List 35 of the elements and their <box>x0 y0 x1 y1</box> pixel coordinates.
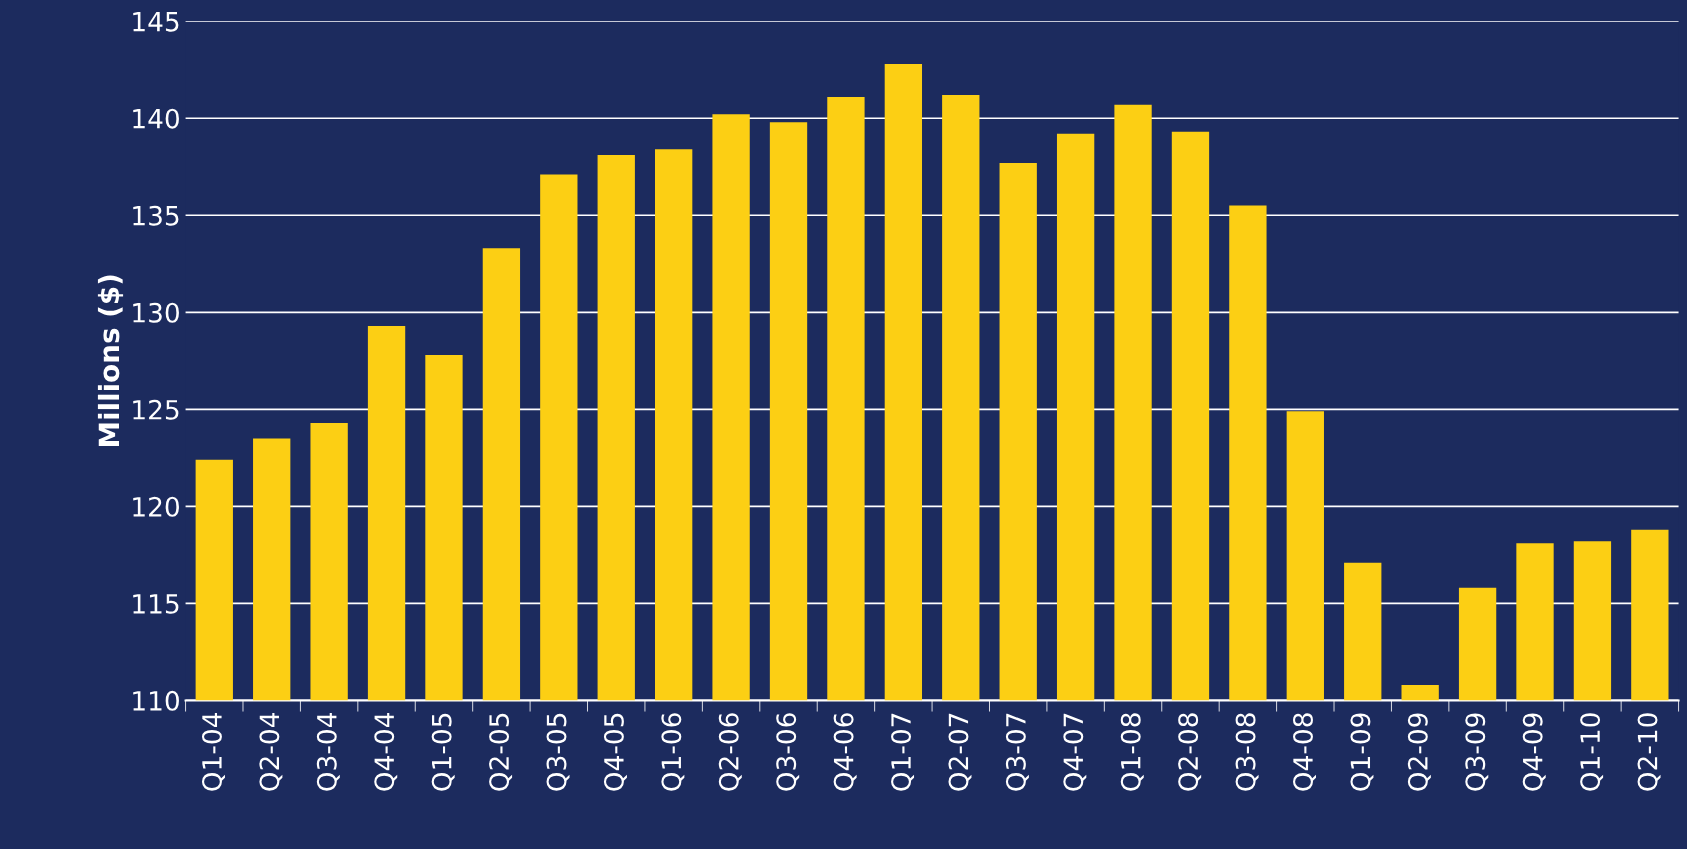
x-tick-label: Q3-07 <box>1005 713 1029 791</box>
x-tick-label: Q3-04 <box>316 713 340 791</box>
x-tick-label: Q3-08 <box>1235 713 1259 791</box>
y-tick-label: 115 <box>133 594 179 614</box>
x-tick-label: Q2-05 <box>489 713 513 791</box>
x-tick-label: Q2-08 <box>1178 713 1202 791</box>
y-tick-label: 130 <box>133 302 179 323</box>
x-tick-label: Q2-07 <box>948 713 972 791</box>
x-tick-label: Q1-09 <box>1350 713 1374 791</box>
y-tick-label: 125 <box>133 399 179 420</box>
x-tick-label: Q1-05 <box>431 713 455 791</box>
x-tick-label: Q4-05 <box>603 713 627 791</box>
x-tick-label: Q1-04 <box>201 713 225 791</box>
x-tick-label: Q1-06 <box>661 713 685 791</box>
x-tick-label: Q2-09 <box>1407 713 1431 791</box>
x-tick-label: Q4-04 <box>374 713 398 791</box>
x-tick-label: Q4-09 <box>1522 713 1546 791</box>
x-tick-label: Q2-04 <box>259 713 283 791</box>
x-tick-label: Q3-06 <box>776 713 800 791</box>
y-axis-title: Millions ($) <box>97 275 124 447</box>
x-tick-label: Q4-06 <box>833 713 857 791</box>
y-tick-label: 120 <box>133 496 179 517</box>
x-tick-label: Q3-05 <box>546 713 570 791</box>
x-tick-label: Q2-10 <box>1637 713 1661 791</box>
y-tick-label: 110 <box>133 690 179 711</box>
x-tick-label: Q1-08 <box>1120 713 1144 791</box>
x-tick-label: Q1-07 <box>891 713 915 791</box>
x-tick-label: Q2-06 <box>718 713 742 791</box>
y-tick-label: 145 <box>133 12 179 32</box>
x-tick-label: Q4-08 <box>1293 713 1316 791</box>
y-tick-label: 140 <box>133 108 179 129</box>
x-tick-label: Q4-07 <box>1063 713 1087 791</box>
y-tick-label: 135 <box>133 205 179 226</box>
x-tick-label: Q3-09 <box>1465 713 1489 791</box>
x-tick-label: Q1-10 <box>1580 713 1604 791</box>
